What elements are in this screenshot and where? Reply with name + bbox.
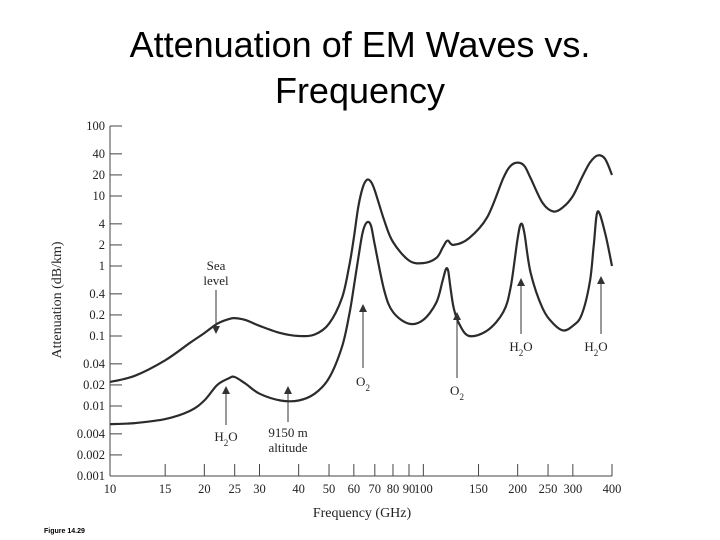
x-tick-label: 15	[159, 482, 172, 496]
x-tick-label: 25	[228, 482, 241, 496]
annotation-formula-label: O2	[356, 374, 370, 393]
annotation-formula-label: H2O	[509, 339, 532, 358]
slide-title-line-2: Frequency	[274, 70, 446, 111]
y-tick-label: 0.002	[77, 448, 105, 462]
figure-caption: Figure 14.29	[44, 528, 85, 535]
x-tick-label: 20	[198, 482, 211, 496]
annotation-formula-label: O2	[450, 383, 464, 402]
x-tick-label: 50	[323, 482, 336, 496]
chart-series	[110, 154, 613, 426]
y-tick-label: 100	[86, 119, 105, 133]
y-tick-label: 0.01	[83, 399, 105, 413]
series-line-altitude-9150m	[110, 210, 613, 426]
y-tick-label: 10	[93, 189, 106, 203]
y-tick-label: 40	[93, 147, 106, 161]
annotation-label-line: 9150 m	[268, 425, 307, 440]
x-tick-label: 200	[508, 482, 527, 496]
x-tick-label: 60	[348, 482, 361, 496]
y-axis-title: Attenuation (dB/km)	[50, 241, 65, 358]
slide-title-line-1: Attenuation of EM Waves vs.	[129, 24, 591, 65]
annotation-formula-label: H2O	[584, 339, 607, 358]
y-tick-label: 2	[99, 238, 105, 252]
y-tick-label: 4	[99, 217, 106, 231]
y-tick-label: 0.4	[89, 287, 105, 301]
x-tick-label: 70	[369, 482, 382, 496]
x-tick-label: 400	[603, 482, 622, 496]
x-tick-label: 300	[563, 482, 582, 496]
y-tick-label: 0.001	[77, 469, 105, 483]
annotation-formula-label: H2O	[214, 429, 237, 448]
annotation-h2o-325: H2O	[584, 276, 608, 358]
annotation-label-line: Sea	[207, 258, 226, 273]
x-tick-label: 150	[469, 482, 488, 496]
x-tick-label: 80	[387, 482, 400, 496]
slide-title: Attenuation of EM Waves vs. Frequency	[60, 22, 660, 114]
x-tick-label: 10	[104, 482, 117, 496]
annotation-h2o-183: H2O	[509, 278, 533, 358]
y-tick-label: 0.1	[89, 329, 105, 343]
annotation-label-line: altitude	[269, 440, 308, 455]
series-line-sea-level	[110, 154, 613, 384]
x-tick-label: 250	[539, 482, 558, 496]
x-tick-label: 100	[414, 482, 433, 496]
x-tick-label: 90	[403, 482, 416, 496]
annotation-o2-119: O2	[450, 312, 464, 402]
annotation-label-line: level	[203, 273, 229, 288]
x-tick-label: 40	[292, 482, 305, 496]
annotation-o2-60: O2	[356, 304, 370, 393]
annotation-h2o-22: H2O	[214, 386, 238, 448]
y-tick-label: 0.02	[83, 378, 105, 392]
y-tick-label: 0.2	[89, 308, 105, 322]
y-tick-label: 0.004	[77, 427, 106, 441]
chart-axes: 0.001 0.002 0.004 0.01 0.02 0.04 0.1 0.2 0.4 1 2 4 1…	[77, 119, 622, 496]
y-tick-label: 0.04	[83, 357, 106, 371]
x-tick-label: 30	[253, 482, 266, 496]
y-tick-label: 20	[93, 168, 106, 182]
x-axis-title: Frequency (GHz)	[313, 506, 412, 521]
y-tick-label: 1	[99, 259, 105, 273]
